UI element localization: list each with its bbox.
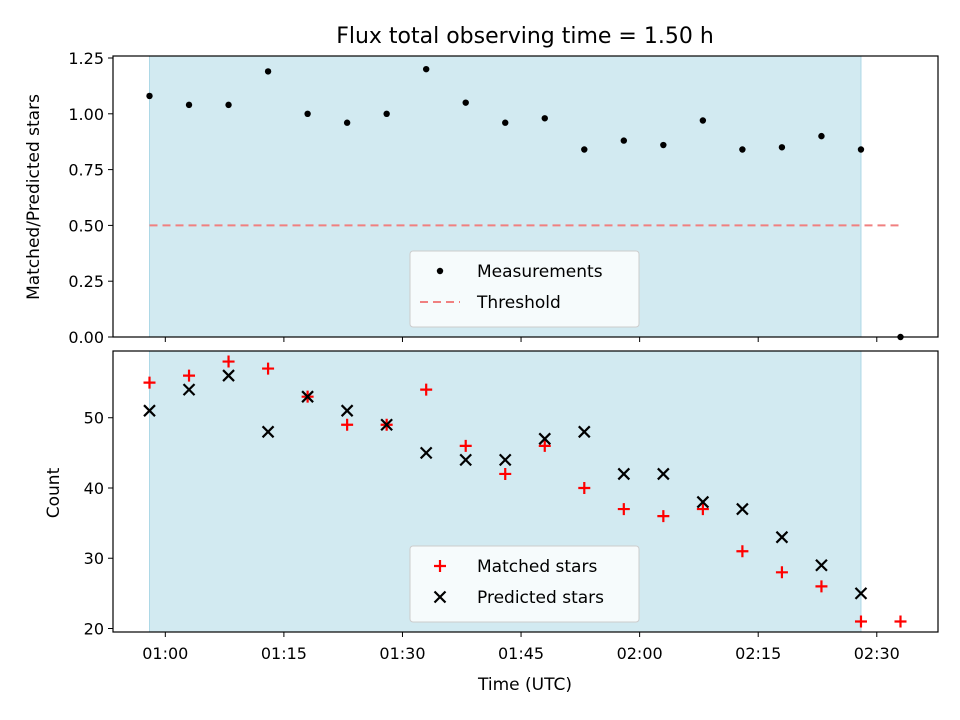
data-point: [818, 132, 825, 140]
y-tick-label: 1.00: [68, 105, 104, 124]
legend-marker-swatch: [436, 267, 444, 275]
y-tick-label: 1.25: [68, 49, 104, 68]
data-point: [736, 545, 749, 558]
legend-box: [409, 545, 640, 623]
legend-entry-label: Measurements: [477, 262, 603, 282]
x-tick-label: 01:15: [261, 644, 307, 663]
data-point: [857, 146, 865, 153]
x-tick-label: 02:30: [854, 644, 900, 663]
x-axis-label: Time (UTC): [477, 675, 572, 695]
top-ylabel: Matched/Predicted stars: [24, 94, 44, 300]
data-point: [620, 137, 628, 144]
data-point: [340, 404, 354, 417]
legend-entry-label: Predicted stars: [477, 588, 604, 608]
legend: Matched stars Predicted stars: [409, 545, 640, 623]
data-point: [222, 355, 235, 368]
data-point: [815, 558, 828, 572]
data-point: [143, 404, 156, 417]
data-point: [538, 432, 552, 446]
x-tick-label: 01:45: [498, 644, 544, 663]
y-tick-label: 0.50: [68, 216, 104, 235]
legend-box: [409, 250, 640, 328]
bottom-ylabel: Count: [44, 467, 64, 518]
top-panel: 0.00 0.25 0.50 0.75 1.00 1.25 Measurements Thre…: [68, 49, 939, 347]
data-point: [696, 495, 710, 509]
data-point: [538, 439, 551, 452]
data-point: [261, 425, 275, 439]
data-point: [502, 119, 509, 126]
legend-marker-swatch: [434, 560, 446, 572]
data-point: [854, 615, 867, 628]
y-tick-label: 0.75: [68, 161, 104, 180]
data-point: [380, 418, 393, 432]
x-tick-label: 01:00: [142, 644, 188, 663]
legend: Measurements Threshold: [409, 250, 640, 328]
data-point: [778, 144, 786, 151]
data-point: [143, 376, 156, 389]
data-point: [617, 503, 630, 516]
data-point: [420, 383, 433, 396]
legend-marker-swatch: [433, 590, 447, 604]
data-point: [225, 101, 232, 109]
data-point: [343, 119, 351, 126]
x-tick-label: 02:00: [617, 644, 663, 663]
data-point: [222, 369, 235, 382]
legend-entry-label: Threshold: [476, 293, 561, 313]
data-point: [499, 467, 512, 480]
data-point: [185, 101, 193, 109]
data-point: [301, 390, 314, 403]
data-point: [182, 383, 196, 396]
data-point: [581, 146, 588, 153]
data-point: [264, 68, 272, 75]
axes-frame: [112, 350, 939, 633]
y-tick-label: 20: [84, 619, 104, 638]
data-point: [183, 369, 196, 382]
y-tick-label: 0.00: [68, 328, 104, 347]
data-point: [578, 481, 591, 494]
data-point: [854, 587, 868, 600]
data-point: [894, 615, 907, 628]
data-point: [660, 141, 667, 149]
data-point: [541, 115, 548, 122]
data-point: [146, 92, 153, 100]
data-point: [459, 439, 472, 452]
data-point: [696, 503, 709, 516]
data-point: [657, 467, 670, 481]
y-tick-label: 50: [84, 409, 104, 428]
data-point: [736, 502, 749, 516]
x-tick-label: 01:30: [379, 644, 425, 663]
data-point: [419, 446, 433, 460]
legend-entry-label: Matched stars: [477, 557, 597, 577]
x-tick-label: 02:15: [735, 644, 781, 663]
data-point: [304, 110, 311, 118]
data-point: [422, 65, 430, 73]
data-point: [459, 453, 472, 467]
data-point: [657, 510, 670, 523]
axes-frame: [112, 55, 939, 338]
data-point: [617, 467, 631, 481]
data-point: [498, 453, 512, 467]
data-point: [775, 530, 789, 544]
y-tick-label: 30: [84, 549, 104, 568]
data-point: [383, 110, 390, 118]
data-point: [341, 418, 354, 431]
data-point: [815, 580, 828, 593]
data-point: [578, 425, 591, 439]
chart-title: Flux total observing time = 1.50 h: [336, 24, 714, 49]
data-point: [262, 362, 275, 375]
bottom-panel: 20 30 40 50 01:00 01:15 01:30 01:45 02:00 02:15 02…: [84, 350, 939, 663]
data-point: [739, 146, 746, 153]
data-point: [775, 566, 788, 579]
y-tick-label: 40: [84, 479, 104, 498]
data-point: [462, 99, 469, 106]
y-tick-label: 0.25: [68, 272, 104, 291]
data-point: [699, 117, 707, 124]
